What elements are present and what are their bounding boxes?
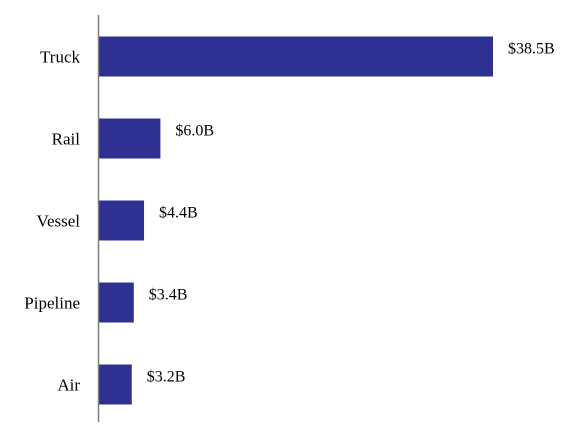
bar-air: [99, 364, 132, 405]
bar-vessel: [99, 200, 145, 241]
category-label-pipeline: Pipeline: [24, 294, 80, 313]
value-label-truck: $38.5B: [508, 41, 555, 58]
bar-pipeline: [99, 282, 134, 323]
category-label-vessel: Vessel: [37, 212, 81, 231]
value-label-air: $3.2B: [147, 369, 186, 386]
value-label-vessel: $4.4B: [159, 205, 198, 222]
category-label-truck: Truck: [40, 48, 80, 67]
value-label-pipeline: $3.4B: [149, 287, 188, 304]
bars-layer: [99, 36, 493, 405]
category-label-air: Air: [57, 376, 80, 395]
labels-layer: Truck $38.5B Rail $6.0B Vessel $4.4B Pipeline $…: [24, 41, 554, 395]
bar-truck: [99, 36, 493, 77]
value-label-rail: $6.0B: [175, 123, 214, 140]
category-label-rail: Rail: [52, 130, 81, 149]
bar-rail: [99, 118, 161, 159]
